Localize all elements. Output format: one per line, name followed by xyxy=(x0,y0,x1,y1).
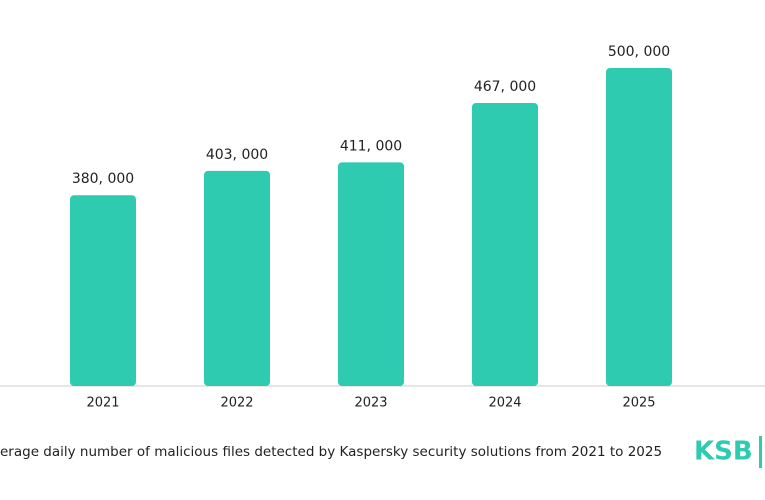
value-label: 403, 000 xyxy=(206,147,268,163)
value-label: 411, 000 xyxy=(340,138,402,154)
x-tick-label: 2021 xyxy=(86,396,119,411)
brand-logo: KSB xyxy=(694,437,753,467)
x-tick-label: 2025 xyxy=(622,396,655,411)
value-label: 467, 000 xyxy=(474,79,536,95)
bar xyxy=(606,68,672,386)
x-tick-label: 2022 xyxy=(220,396,253,411)
bar xyxy=(338,162,404,386)
value-label: 380, 000 xyxy=(72,171,134,187)
bar xyxy=(70,195,136,386)
brand-divider xyxy=(759,436,762,468)
value-label: 500, 000 xyxy=(608,44,670,60)
bar xyxy=(204,170,270,386)
x-tick-label: 2023 xyxy=(354,396,387,411)
caption: erage daily number of malicious files de… xyxy=(0,444,662,460)
bar xyxy=(472,102,538,386)
x-tick-label: 2024 xyxy=(488,396,521,411)
